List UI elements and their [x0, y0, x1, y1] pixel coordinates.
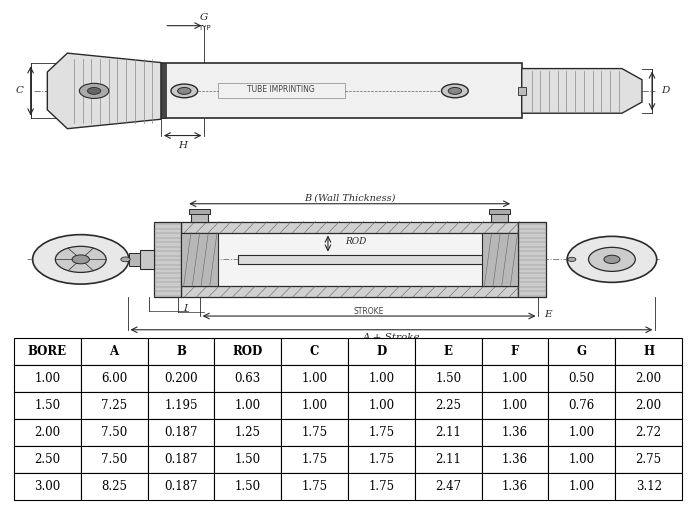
- Circle shape: [121, 257, 130, 262]
- Circle shape: [33, 235, 129, 284]
- Text: ROD: ROD: [345, 237, 366, 245]
- Bar: [189, 209, 210, 214]
- Circle shape: [441, 84, 468, 98]
- Text: E: E: [544, 310, 551, 319]
- Bar: [161, 64, 166, 118]
- Circle shape: [171, 84, 198, 98]
- Bar: [238, 255, 519, 264]
- Bar: [181, 222, 519, 233]
- Circle shape: [72, 255, 89, 264]
- Bar: [519, 222, 546, 297]
- Text: H: H: [178, 141, 187, 149]
- Bar: [139, 250, 155, 269]
- Bar: [129, 253, 139, 266]
- Text: D: D: [661, 86, 670, 95]
- Circle shape: [79, 83, 109, 98]
- Text: F: F: [133, 255, 141, 264]
- Polygon shape: [522, 69, 642, 113]
- Bar: [181, 233, 218, 286]
- Circle shape: [177, 87, 191, 94]
- Text: STROKE: STROKE: [354, 307, 384, 316]
- Bar: [155, 222, 181, 297]
- Text: TYP: TYP: [198, 25, 211, 31]
- Polygon shape: [47, 53, 161, 129]
- Text: TUBE IMPRINTING: TUBE IMPRINTING: [247, 85, 315, 94]
- Bar: [491, 211, 508, 222]
- Text: I: I: [184, 304, 188, 313]
- Text: A + Stroke: A + Stroke: [363, 333, 420, 342]
- Circle shape: [604, 255, 620, 264]
- Bar: [191, 211, 208, 222]
- Bar: [161, 64, 522, 118]
- Bar: [218, 83, 345, 98]
- Bar: [519, 87, 526, 95]
- Bar: [482, 233, 519, 286]
- Circle shape: [567, 236, 657, 282]
- Circle shape: [589, 247, 635, 271]
- Text: G: G: [200, 13, 209, 22]
- Bar: [489, 209, 510, 214]
- Circle shape: [568, 258, 576, 262]
- Circle shape: [448, 87, 461, 94]
- Bar: [181, 233, 519, 286]
- Bar: [181, 286, 519, 297]
- Text: B (Wall Thickness): B (Wall Thickness): [304, 193, 395, 202]
- Text: C: C: [15, 86, 23, 95]
- Circle shape: [88, 87, 101, 94]
- Circle shape: [56, 246, 106, 272]
